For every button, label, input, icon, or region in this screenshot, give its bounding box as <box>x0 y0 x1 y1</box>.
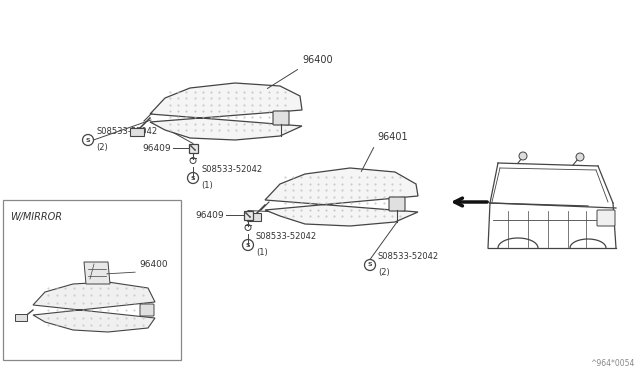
Text: (2): (2) <box>96 143 108 152</box>
Text: 96409: 96409 <box>195 211 224 219</box>
Polygon shape <box>33 282 155 332</box>
Polygon shape <box>265 168 418 226</box>
FancyBboxPatch shape <box>597 210 615 226</box>
Bar <box>3 200 181 360</box>
Text: ^964*0054: ^964*0054 <box>591 359 635 368</box>
Text: S: S <box>191 176 195 180</box>
Circle shape <box>576 153 584 161</box>
Text: 96401: 96401 <box>377 132 408 142</box>
Text: W/MIRROR: W/MIRROR <box>10 212 62 222</box>
Text: S08533-52042: S08533-52042 <box>201 165 262 174</box>
Text: (1): (1) <box>256 248 268 257</box>
Polygon shape <box>84 262 110 284</box>
Text: 96400: 96400 <box>139 260 168 269</box>
Text: 96400: 96400 <box>302 55 333 65</box>
Polygon shape <box>150 83 302 140</box>
FancyBboxPatch shape <box>15 314 27 321</box>
FancyBboxPatch shape <box>389 197 405 211</box>
Text: (1): (1) <box>201 181 212 190</box>
Text: S: S <box>246 243 250 247</box>
Circle shape <box>519 152 527 160</box>
FancyBboxPatch shape <box>243 211 253 219</box>
FancyBboxPatch shape <box>140 304 154 316</box>
Text: S08533-52042: S08533-52042 <box>96 127 157 136</box>
Text: S08533-52042: S08533-52042 <box>256 232 317 241</box>
FancyBboxPatch shape <box>130 128 144 136</box>
Text: 96409: 96409 <box>142 144 171 153</box>
FancyBboxPatch shape <box>247 213 261 221</box>
FancyBboxPatch shape <box>273 111 289 125</box>
Text: (2): (2) <box>378 268 390 277</box>
FancyBboxPatch shape <box>189 144 198 153</box>
Text: S: S <box>86 138 90 142</box>
Text: S: S <box>368 263 372 267</box>
Text: S08533-52042: S08533-52042 <box>378 252 439 261</box>
